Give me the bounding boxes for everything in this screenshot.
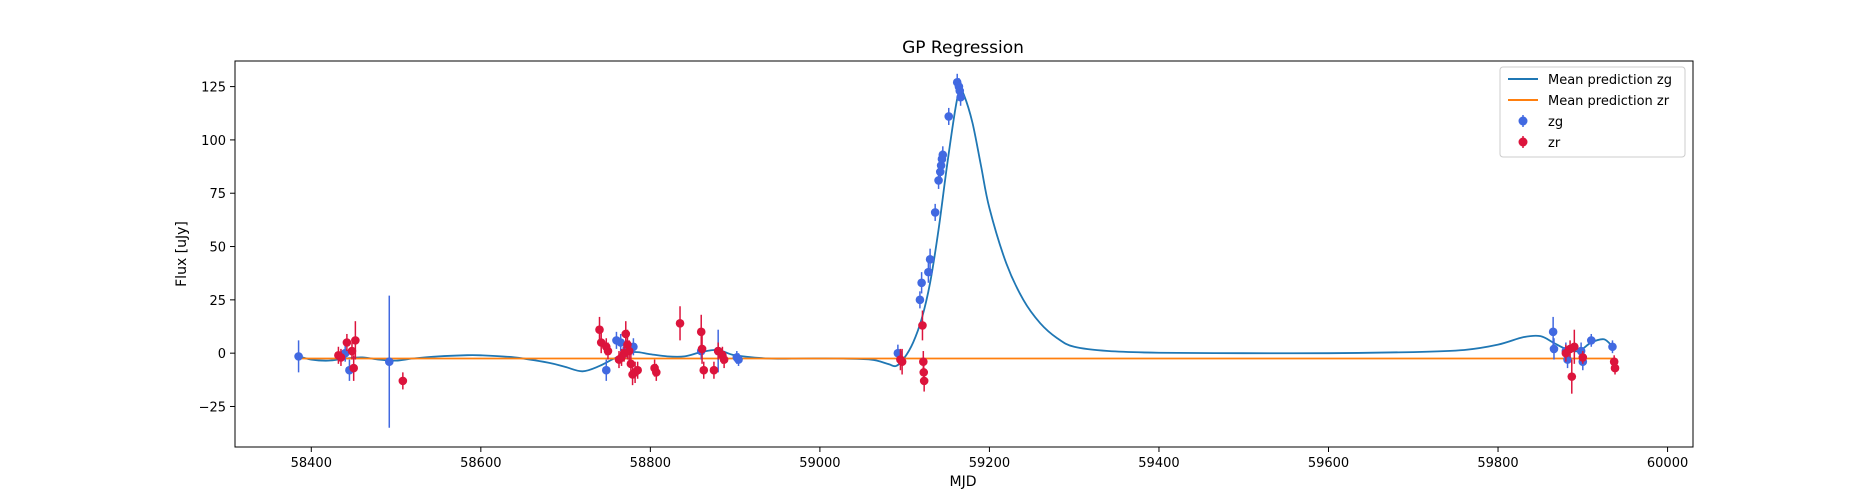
zr-point xyxy=(349,363,358,373)
x-tick-label: 60000 xyxy=(1647,456,1688,471)
x-tick-label: 59000 xyxy=(799,456,840,471)
zg-point xyxy=(915,295,925,305)
zr-point xyxy=(398,376,408,386)
zg-point xyxy=(955,86,965,96)
x-tick-label: 59400 xyxy=(1138,456,1179,471)
x-tick-label: 58600 xyxy=(460,456,501,471)
zr-point xyxy=(696,327,706,337)
zr-point xyxy=(1567,372,1577,381)
legend-swatch-zr xyxy=(1518,137,1528,147)
y-axis: −25 0 25 50 75 100 125 xyxy=(199,81,235,415)
zg-point xyxy=(1586,336,1596,345)
zr-point xyxy=(719,355,729,364)
zr-point xyxy=(897,357,907,366)
x-tick-label: 58400 xyxy=(291,456,332,471)
x-tick-label: 59200 xyxy=(969,456,1010,471)
zg-point xyxy=(1548,327,1558,337)
zg-point xyxy=(917,278,926,288)
zr-point xyxy=(918,321,927,330)
zg-point xyxy=(1549,344,1559,354)
zr-point xyxy=(1609,357,1619,366)
zg-point xyxy=(924,267,933,277)
y-tick-label: 100 xyxy=(201,134,226,149)
zr-point xyxy=(351,336,360,345)
zr-point xyxy=(651,368,661,377)
zg-point xyxy=(944,112,954,121)
zg-point xyxy=(930,208,940,217)
zg-point xyxy=(384,357,394,366)
zg-point xyxy=(616,338,625,347)
zr-point xyxy=(1570,342,1579,352)
y-tick-label: 75 xyxy=(209,187,226,202)
zg-point xyxy=(1608,342,1617,352)
zr-point xyxy=(1610,363,1620,373)
legend-swatch-zg xyxy=(1518,116,1528,126)
legend-label-mean-zg: Mean prediction zg xyxy=(1548,73,1672,88)
legend-label-mean-zr: Mean prediction zr xyxy=(1548,94,1670,109)
plot-area xyxy=(294,73,1620,428)
legend: Mean prediction zg Mean prediction zr zg… xyxy=(1499,66,1686,158)
zr-point xyxy=(342,338,352,347)
x-tick-label: 59600 xyxy=(1308,456,1349,471)
zr-point xyxy=(347,346,357,356)
zr-point xyxy=(709,365,719,375)
legend-label-zr: zr xyxy=(1548,136,1561,151)
zr-point xyxy=(336,353,346,362)
zr-point xyxy=(621,329,631,339)
zr-point xyxy=(697,344,707,354)
zr-point xyxy=(626,359,636,369)
zg-series xyxy=(294,73,1617,428)
zg-point xyxy=(925,255,935,264)
zr-point xyxy=(603,346,613,356)
y-tick-label: −25 xyxy=(199,400,226,415)
zr-point xyxy=(624,346,634,356)
zg-point xyxy=(935,167,945,177)
legend-frame xyxy=(1499,66,1686,158)
mean-prediction-zg-line xyxy=(298,88,1614,373)
y-tick-label: 125 xyxy=(201,81,226,96)
x-axis: 58400 58600 58800 59000 59200 59400 59600 59800… xyxy=(291,447,1688,471)
y-axis-title: Flux [uJy] xyxy=(174,221,190,287)
chart-title: GP Regression xyxy=(902,38,1024,58)
zg-point xyxy=(956,92,965,102)
lines-layer xyxy=(298,88,1614,373)
zg-point xyxy=(734,355,743,364)
y-tick-label: 0 xyxy=(218,347,226,362)
zr-series xyxy=(334,306,1620,394)
zr-point xyxy=(1578,353,1588,362)
plot-frame xyxy=(234,60,1694,448)
zg-point xyxy=(601,365,611,375)
zr-point xyxy=(675,319,685,328)
zg-point xyxy=(294,352,303,361)
zr-point xyxy=(919,376,929,386)
points-layer xyxy=(294,73,1620,428)
zr-point xyxy=(595,325,604,335)
zg-point xyxy=(938,150,948,160)
legend-label-zg: zg xyxy=(1548,115,1563,130)
y-tick-label: 25 xyxy=(209,294,226,309)
zg-point xyxy=(934,176,943,185)
x-axis-title: MJD xyxy=(950,474,977,490)
zr-point xyxy=(699,365,709,375)
zr-point xyxy=(633,365,642,375)
x-tick-label: 58800 xyxy=(630,456,671,471)
x-tick-label: 59800 xyxy=(1477,456,1518,471)
y-tick-label: 50 xyxy=(209,241,226,256)
